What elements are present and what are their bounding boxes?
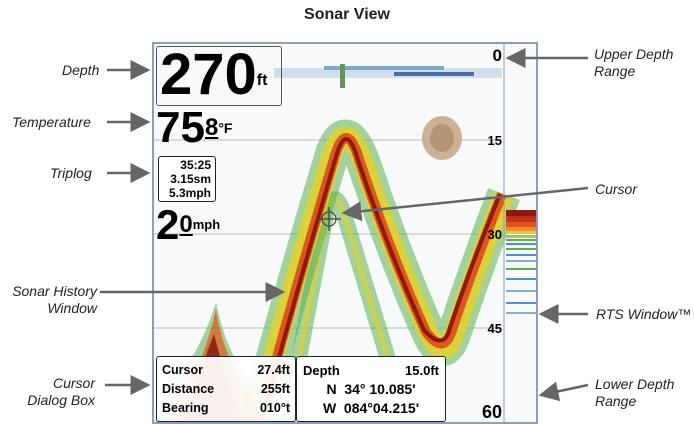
cursor-crosshair — [317, 207, 341, 231]
callout-lower-depth-line1: Lower Depth — [595, 376, 675, 392]
callout-upper-depth-line2: Range — [594, 63, 636, 79]
callout-sonar-history-line2: Window — [47, 300, 97, 316]
arrow-cursor — [341, 186, 589, 222]
triplog-speed: 5.3mph — [168, 186, 211, 200]
distance-label: Distance — [162, 382, 215, 396]
cursor-depth-value: 15.0ft — [405, 363, 439, 378]
callout-cursor-dialog-line2: Dialog Box — [27, 392, 95, 408]
speed-readout: 20mph — [156, 202, 220, 248]
scale-label-30: 30 — [487, 227, 502, 242]
speed-decimal: 0 — [179, 211, 193, 238]
speed-unit: mph — [192, 217, 221, 232]
bearing-label: Bearing — [162, 401, 209, 415]
sonar-screen[interactable]: 270ft 758°F 35:25 3.15sm 5.3mph 20mph 0 … — [152, 42, 538, 424]
scale-label-15: 15 — [487, 133, 502, 148]
cursor-dialog-right: Depth 15.0ft N 34° 10.085' W 084°04.215' — [296, 356, 446, 422]
depth-readout-box — [156, 46, 282, 106]
callout-lower-depth-line2: Range — [595, 393, 637, 409]
depth-value: 270 — [160, 42, 257, 107]
rts-window — [506, 210, 536, 314]
callout-upper-depth-line1: Upper Depth — [594, 46, 674, 62]
callout-cursor-dialog: Cursor Dialog Box — [0, 375, 95, 409]
callout-depth: Depth — [62, 62, 100, 78]
temp-decimal: 8 — [204, 114, 219, 141]
cursor-label: Cursor — [162, 363, 203, 377]
cursor-value: 27.4ft — [257, 363, 290, 377]
triplog-distance: 3.15sm — [170, 172, 211, 186]
cursor-dialog-row: Bearing 010°t — [162, 399, 290, 418]
callout-upper-depth: Upper Depth Range — [594, 46, 673, 80]
callout-lower-depth: Lower Depth Range — [595, 376, 674, 410]
callout-cursor-dialog-line1: Cursor — [52, 375, 95, 391]
cursor-longitude: W 084°04.215' — [322, 400, 420, 416]
diagram-title: Sonar View — [304, 6, 390, 23]
cursor-dialog-row: Cursor 27.4ft — [162, 361, 290, 380]
arrow-lower-depth — [538, 381, 589, 402]
callout-rts: RTS Window™ — [596, 306, 692, 322]
cursor-dialog-row: Distance 255ft — [162, 380, 290, 399]
cursor-depth-label: Depth — [303, 363, 340, 378]
triplog-box: 35:25 3.15sm 5.3mph — [158, 156, 216, 202]
temp-whole: 75 — [156, 103, 205, 152]
callout-sonar-history-line1: Sonar History — [12, 283, 97, 299]
depth-readout: 270ft — [160, 42, 268, 108]
scale-label-45: 45 — [487, 321, 502, 336]
callout-cursor: Cursor — [595, 181, 638, 197]
speed-value: 2 — [156, 201, 180, 248]
cursor-dialog-left: Cursor 27.4ft Distance 255ft Bearing 010°t — [156, 356, 296, 422]
bearing-value: 010°t — [259, 401, 290, 415]
cursor-latitude: N 34° 10.085' — [326, 381, 416, 397]
triplog-time: 35:25 — [180, 158, 211, 172]
callout-sonar-history: Sonar History Window — [0, 283, 97, 317]
temperature-readout: 758°F — [156, 104, 232, 152]
scale-label-upper: 0 — [492, 46, 502, 65]
cursor-depth-row: Depth 15.0ft — [303, 361, 439, 380]
temp-unit: °F — [218, 120, 233, 136]
callout-triplog: Triplog — [50, 165, 92, 181]
callout-temperature: Temperature — [12, 114, 91, 130]
distance-value: 255ft — [260, 382, 290, 396]
depth-unit: ft — [256, 72, 268, 89]
scale-label-lower: 60 — [481, 402, 502, 422]
